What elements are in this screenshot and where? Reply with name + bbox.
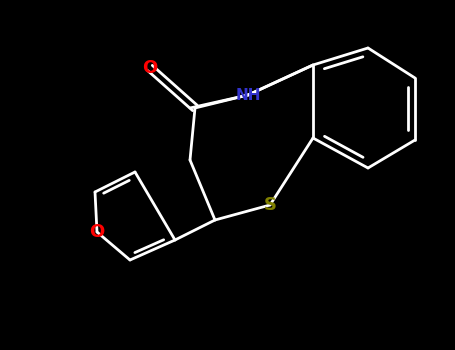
Text: O: O [142, 59, 157, 77]
Text: O: O [89, 223, 105, 241]
Text: S: S [263, 196, 277, 214]
Text: NH: NH [235, 88, 261, 103]
